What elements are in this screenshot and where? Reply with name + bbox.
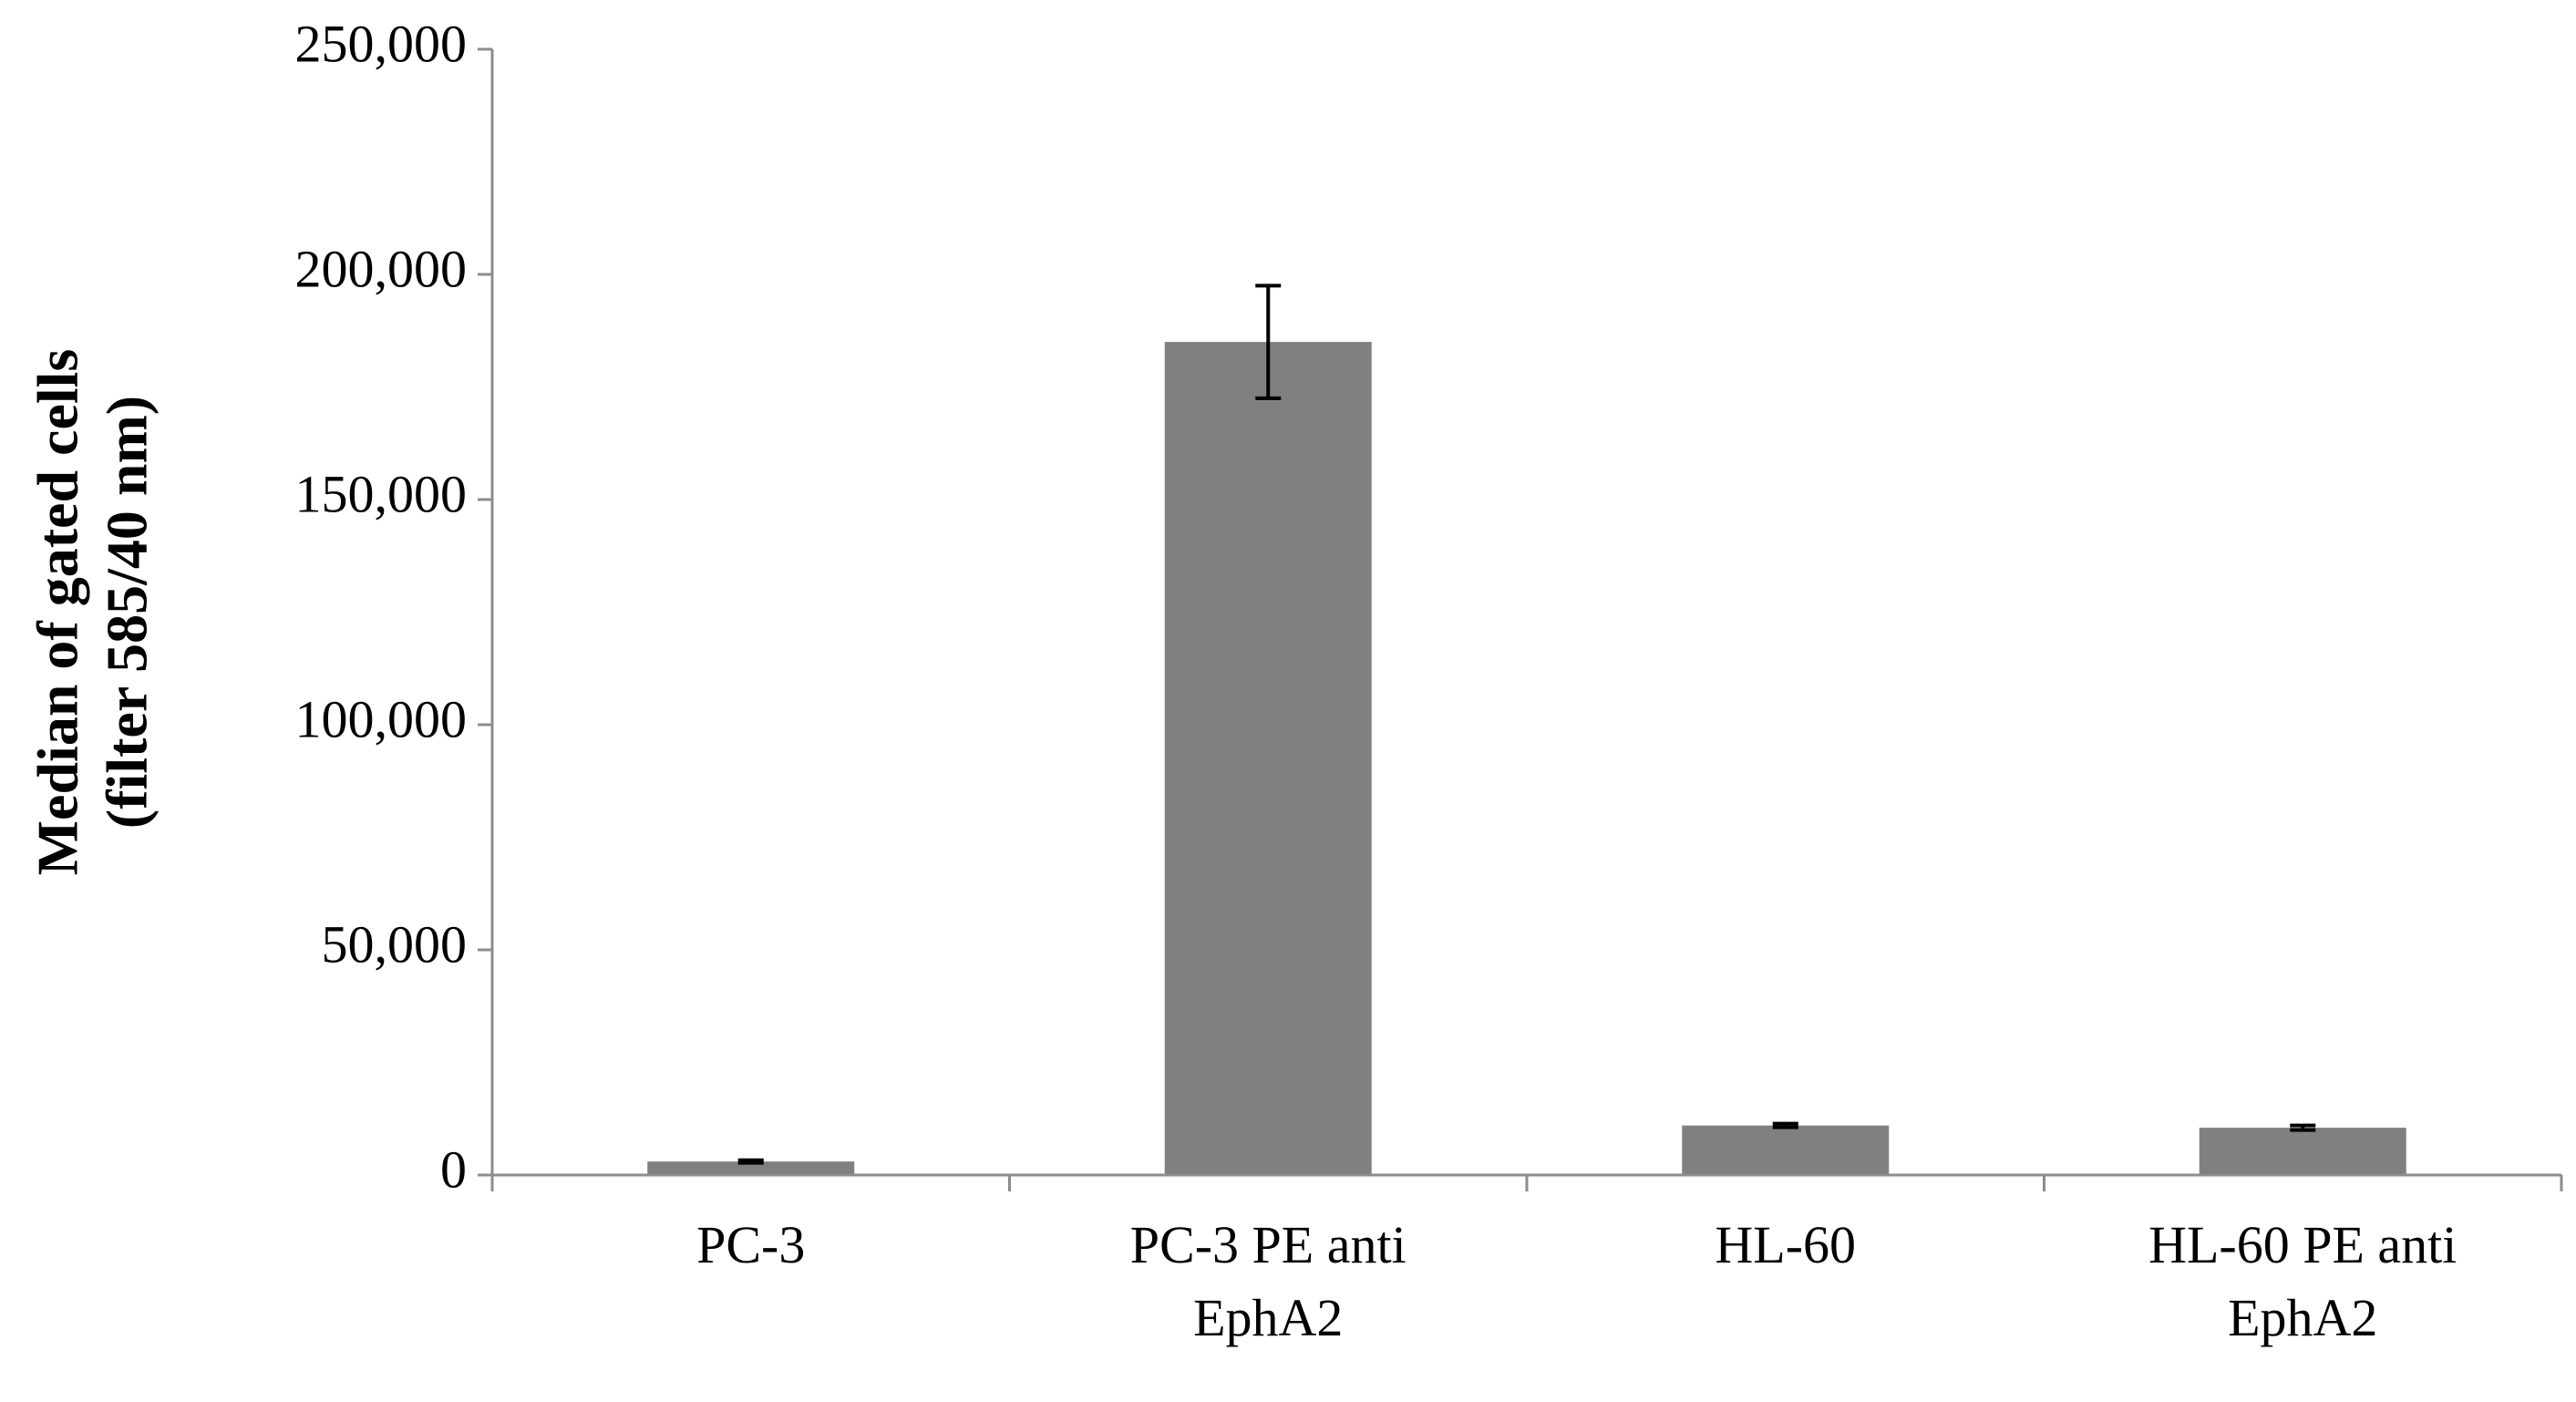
error-bar [2290,1123,2316,1132]
y-axis-title-line-1: Median of gated cells [26,349,90,876]
bar [1164,342,1372,1176]
y-tick-label: 50,000 [322,914,468,974]
y-tick-label: 250,000 [295,14,468,73]
x-category-label: PC-3 PE anti EphA2 [1130,1215,1406,1347]
error-bar [1255,283,1282,400]
bar [1682,1125,1890,1175]
y-tick-label: 150,000 [295,464,468,523]
y-tick-label: 200,000 [295,239,468,298]
x-axis-category-labels: PC-3 PC-3 PE anti EphA2 HL-60 HL-60 PE anti E… [696,1215,2457,1347]
bars [647,283,2406,1176]
y-axis-title-line-2: (filter 585/40 nm) [95,396,160,829]
bar [647,1161,855,1175]
x-category-label: PC-3 [696,1215,805,1274]
x-category-label: HL-60 PE anti EphA2 [2148,1215,2457,1347]
x-axis [490,1173,2563,1191]
error-bar [1772,1121,1798,1129]
y-tick-label: 100,000 [295,689,468,748]
error-bar [737,1158,764,1165]
bar [2199,1128,2406,1175]
y-axis-title: Median of gated cells (filter 585/40 nm) [26,349,160,876]
y-axis-ticks: 0 50,000 100,000 150,000 200,000 250,000 [295,14,494,1199]
x-category-label: HL-60 [1715,1215,1856,1274]
y-tick-label: 0 [440,1139,467,1199]
